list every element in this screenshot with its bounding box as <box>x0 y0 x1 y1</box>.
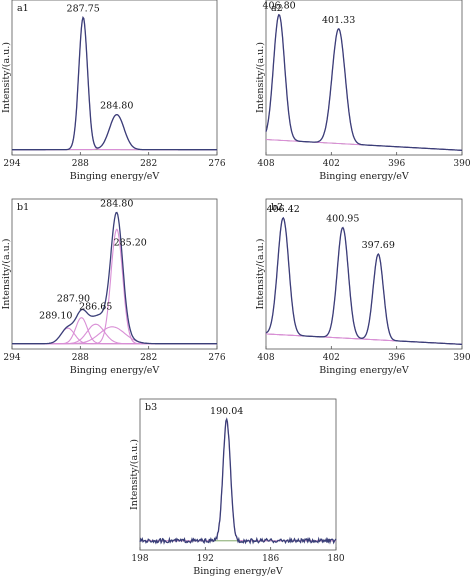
x-axis-label: Binging energy/eV <box>70 171 160 182</box>
envelope-line <box>12 16 217 151</box>
x-tick-label: 282 <box>140 353 157 363</box>
plot-frame <box>11 198 218 350</box>
x-axis-label: Binging energy/eV <box>319 365 409 376</box>
plot-frame <box>265 198 463 350</box>
panel-b2: 408 402 396 390 Binging energy/eV Intensity/(… <box>255 198 471 376</box>
x-tick-label: 276 <box>208 159 225 169</box>
peak-label: 401.33 <box>322 15 355 26</box>
x-axis-label: Binging energy/eV <box>70 365 160 376</box>
panel-label: a1 <box>17 3 29 14</box>
panel-b1: 294 288 282 276 Binging energy/eV Intensity/(… <box>1 198 226 376</box>
x-tick-label: 282 <box>140 159 157 169</box>
x-tick-label: 288 <box>72 159 89 169</box>
peak-label: 284.80 <box>100 101 133 112</box>
fit-component-2 <box>12 317 217 345</box>
peak-label: 286.65 <box>79 302 112 313</box>
panel-label: a2 <box>271 3 283 14</box>
peak-label: 284.80 <box>100 198 133 209</box>
envelope-line <box>265 13 462 151</box>
x-tick-label: 390 <box>453 353 470 363</box>
plot-frame <box>139 398 337 551</box>
peak-label: 287.90 <box>57 294 90 305</box>
peak-label: 190.04 <box>210 406 243 417</box>
x-tick-label: 408 <box>257 159 274 169</box>
x-tick-label: 402 <box>323 159 340 169</box>
x-tick-label: 180 <box>327 554 344 564</box>
x-tick-label: 408 <box>257 353 274 363</box>
fit-component-5 <box>12 326 217 345</box>
x-tick-label: 390 <box>453 159 470 169</box>
y-axis-label: Intensity/(a.u.) <box>1 42 12 113</box>
x-tick-label: 396 <box>388 353 405 363</box>
fit-component-3 <box>265 253 463 345</box>
fit-component-1 <box>12 16 217 151</box>
panel-a2: 408 402 396 390 Binging energy/eV Intensity/(… <box>255 0 471 182</box>
x-tick-label: 294 <box>3 353 20 363</box>
peak-label: 397.69 <box>362 240 395 251</box>
y-axis-label: Intensity/(a.u.) <box>1 239 12 310</box>
x-tick-label: 288 <box>72 353 89 363</box>
peak-label: 287.75 <box>67 3 100 14</box>
x-tick-label: 186 <box>262 554 279 564</box>
envelope-line <box>12 211 217 345</box>
panel-label: b1 <box>17 202 29 213</box>
panel-a1: 294 288 282 276 Binging energy/eV Intensity/(… <box>1 0 226 182</box>
x-tick-label: 192 <box>197 554 214 564</box>
x-tick-label: 294 <box>3 159 20 169</box>
envelope-line <box>139 417 337 545</box>
x-tick-label: 396 <box>388 159 405 169</box>
x-axis-label: Binging energy/eV <box>193 566 283 577</box>
peak-label: 406.80 <box>262 1 295 12</box>
x-axis-label: Binging energy/eV <box>319 171 409 182</box>
fit-component-1 <box>265 14 462 151</box>
panel-label: b2 <box>271 202 283 213</box>
plot-frame <box>11 0 218 156</box>
peak-label: 406.42 <box>267 204 300 215</box>
fit-component-2 <box>12 114 217 151</box>
plot-frame <box>265 0 463 156</box>
x-tick-label: 198 <box>131 554 148 564</box>
panel-label: b3 <box>145 402 157 413</box>
x-tick-label: 402 <box>323 353 340 363</box>
fit-component-2 <box>265 28 462 151</box>
fit-component-1 <box>140 418 336 542</box>
y-axis-label: Intensity/(a.u.) <box>129 439 140 510</box>
peak-label: 400.95 <box>326 214 359 225</box>
peak-label: 289.10 <box>39 310 72 321</box>
y-axis-label: Intensity/(a.u.) <box>255 42 266 113</box>
peak-label: 285.20 <box>114 238 147 249</box>
y-axis-label: Intensity/(a.u.) <box>255 239 266 310</box>
x-tick-label: 276 <box>208 353 225 363</box>
envelope-line <box>265 216 463 346</box>
panel-b3: 198 192 186 180 Binging energy/eV Intensity/(… <box>129 398 345 577</box>
